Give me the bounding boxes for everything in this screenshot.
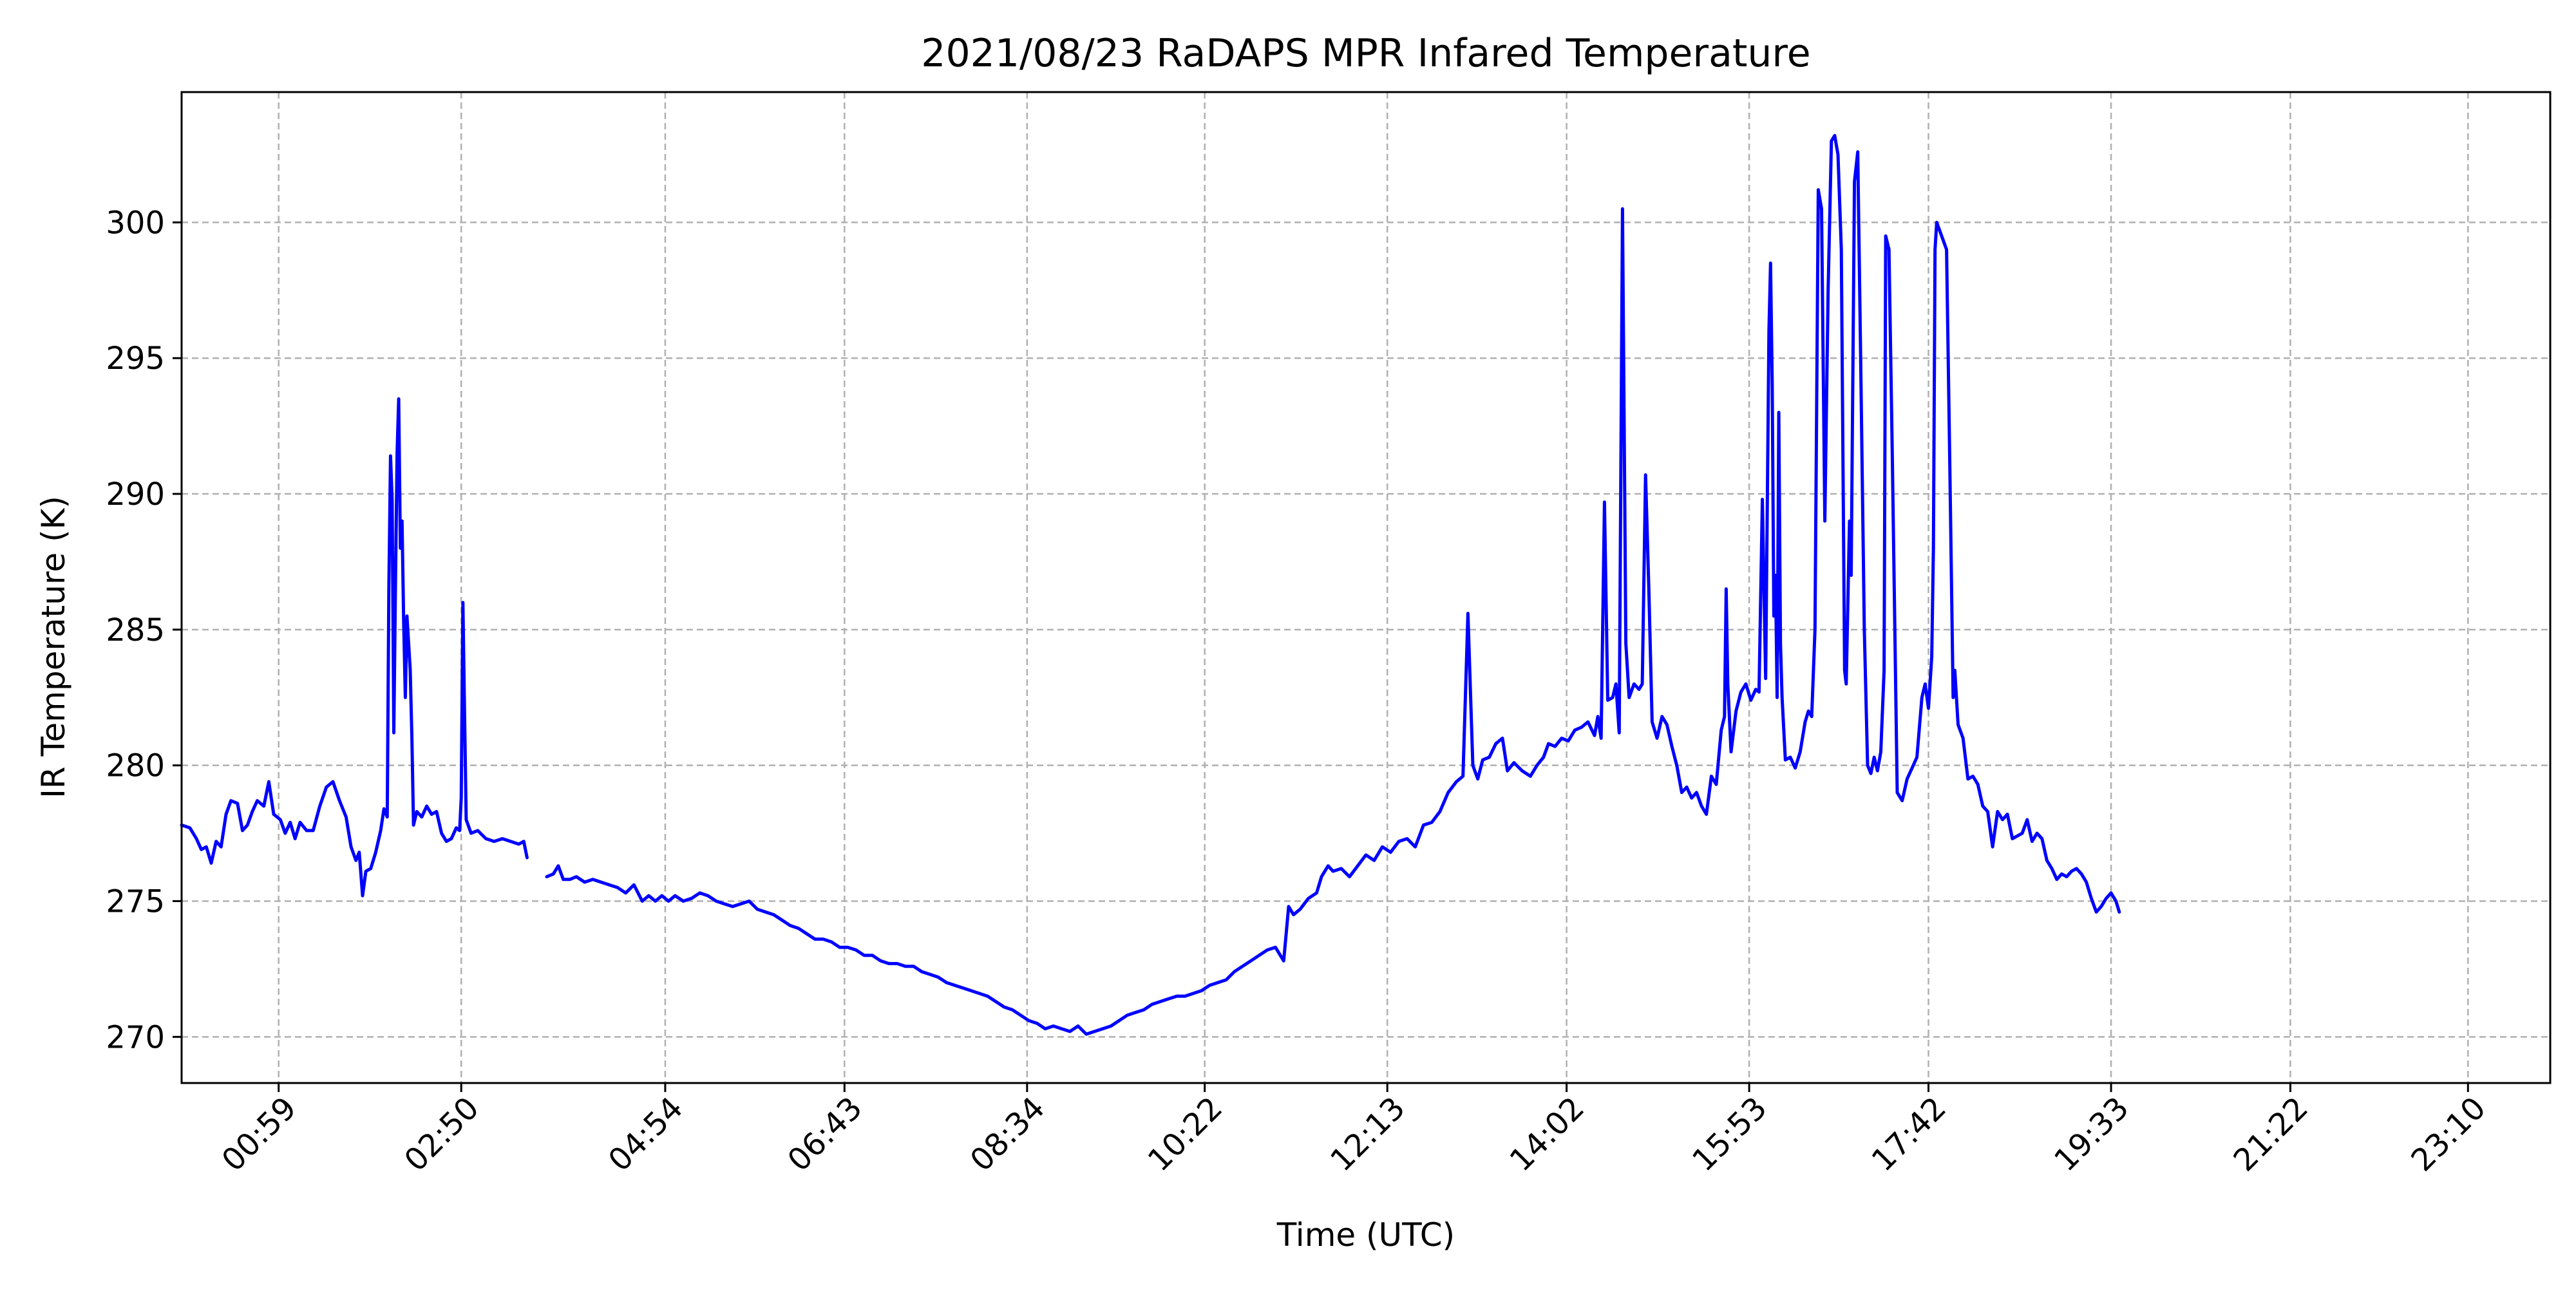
y-tick-label: 290	[106, 476, 165, 513]
series-layer	[180, 134, 2121, 1036]
grid-lines	[182, 92, 2550, 1083]
plot-frame	[180, 91, 2552, 1084]
y-axis-label: IR Temperature (K)	[35, 496, 72, 798]
temperature-series-line	[180, 397, 529, 898]
y-tick-label: 295	[106, 341, 165, 377]
chart-title: 2021/08/23 RaDAPS MPR Infared Temperatur…	[921, 31, 1810, 76]
y-tick-label: 300	[106, 205, 165, 241]
y-tick-label: 280	[106, 748, 165, 784]
temperature-series-line	[545, 134, 2121, 1036]
y-tick-label: 285	[106, 612, 165, 648]
x-axis-label: Time (UTC)	[1276, 1216, 1455, 1254]
y-tick-label: 275	[106, 883, 165, 919]
y-tick-label: 270	[106, 1019, 165, 1055]
